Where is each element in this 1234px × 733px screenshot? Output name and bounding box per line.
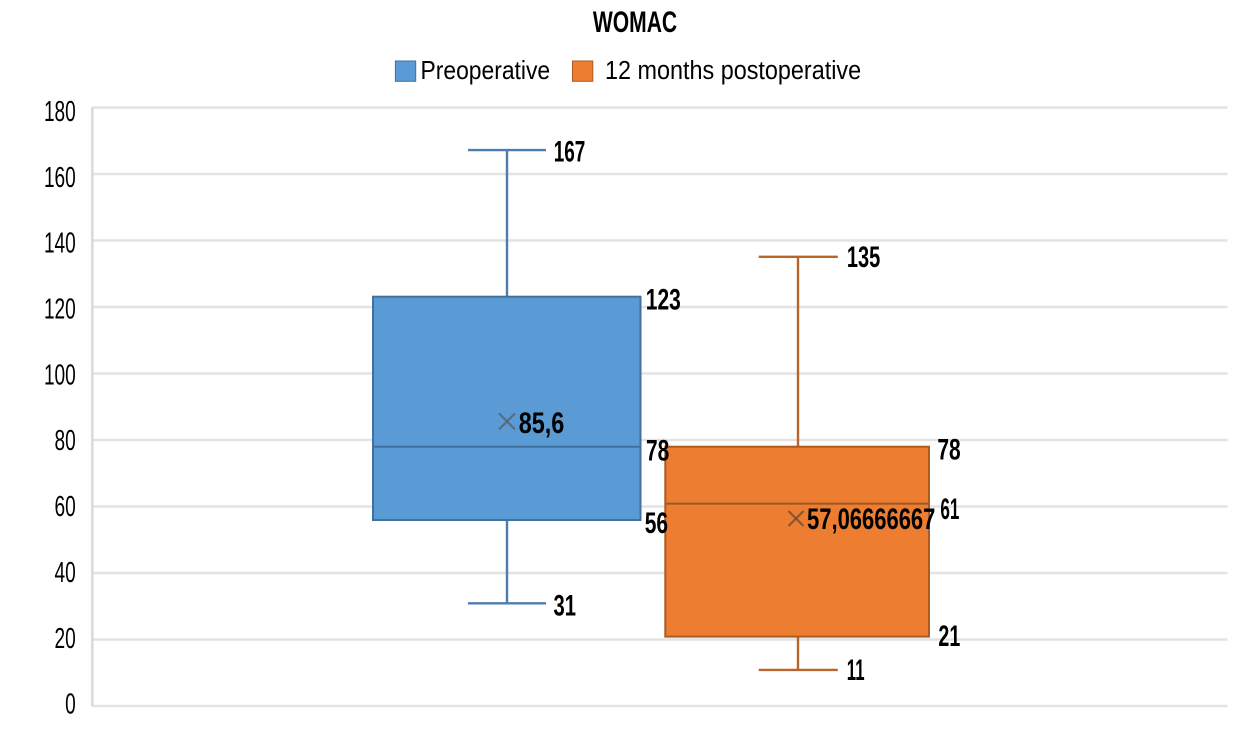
svg-text:21: 21	[938, 620, 960, 653]
svg-text:135: 135	[847, 241, 880, 274]
svg-text:WOMAC: WOMAC	[593, 6, 677, 38]
svg-text:40: 40	[55, 557, 76, 589]
svg-text:78: 78	[937, 434, 960, 466]
svg-text:167: 167	[554, 135, 586, 168]
svg-text:0: 0	[65, 689, 76, 721]
svg-text:56: 56	[645, 508, 668, 540]
svg-text:20: 20	[55, 623, 76, 655]
svg-text:60: 60	[55, 491, 76, 523]
svg-text:140: 140	[44, 228, 76, 260]
svg-text:11: 11	[847, 654, 865, 687]
svg-text:80: 80	[55, 426, 76, 458]
svg-text:Preoperative: Preoperative	[421, 57, 551, 86]
svg-text:78: 78	[646, 435, 669, 467]
svg-text:120: 120	[44, 294, 76, 326]
svg-text:61: 61	[940, 493, 959, 526]
svg-text:123: 123	[646, 284, 681, 316]
svg-text:160: 160	[44, 162, 76, 194]
svg-text:180: 180	[44, 96, 76, 128]
svg-text:31: 31	[554, 590, 576, 623]
svg-text:12 months postoperative: 12 months postoperative	[605, 57, 861, 85]
svg-text:100: 100	[44, 360, 76, 392]
svg-text:85,6: 85,6	[519, 406, 565, 439]
svg-text:57,06666667: 57,06666667	[807, 502, 935, 536]
